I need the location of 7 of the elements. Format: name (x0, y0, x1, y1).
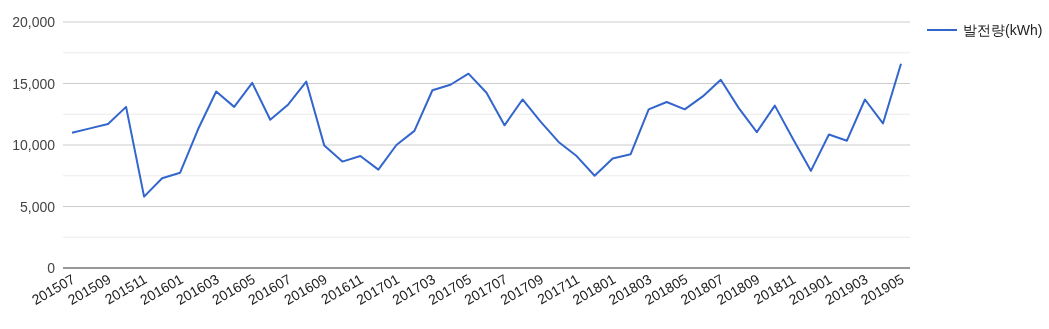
y-tick-label: 15,000 (12, 75, 56, 92)
y-tick-label: 0 (47, 260, 56, 276)
legend-label: 발전량(kWh) (963, 22, 1043, 38)
y-tick-label: 10,000 (12, 137, 56, 153)
y-tick-label: 5,000 (19, 198, 56, 215)
line-series (71, 62, 902, 198)
y-tick-label: 20,000 (12, 14, 56, 30)
